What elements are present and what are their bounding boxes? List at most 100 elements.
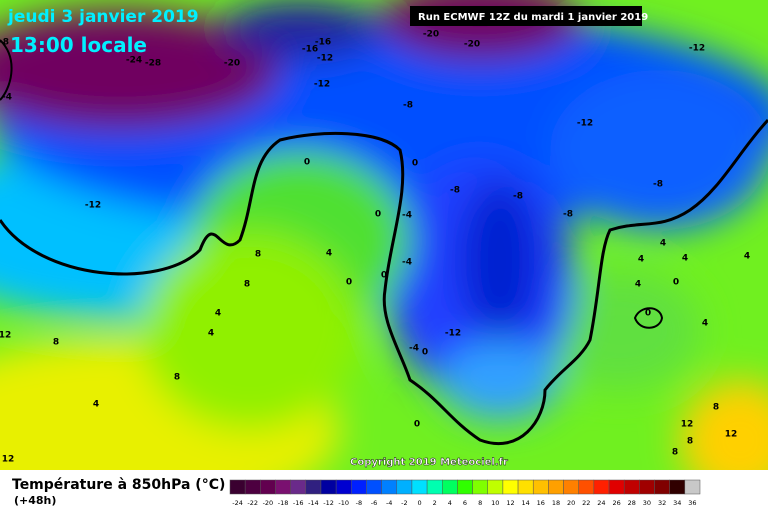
contour — [0, 39, 13, 101]
color-swatch — [290, 479, 307, 495]
contour-label: 0 — [381, 271, 387, 281]
scale-label: 24 — [597, 499, 605, 507]
color-swatch — [351, 479, 367, 495]
copyright: Copyright 2019 Meteociel.fr — [350, 457, 508, 468]
contour-label: 4 — [660, 239, 666, 249]
scale-label: 4 — [448, 499, 452, 507]
contour-label: 12 — [0, 331, 11, 341]
scale-label: 10 — [491, 499, 499, 507]
color-swatch — [244, 479, 261, 495]
contour-label: -12 — [689, 44, 705, 54]
color-swatch — [502, 479, 519, 495]
contour-label: 8 — [672, 448, 678, 458]
contour-label: -12 — [317, 54, 333, 64]
color-swatch — [335, 479, 352, 495]
contour-label: 4 — [208, 329, 214, 339]
contour-label: 8 — [174, 373, 180, 383]
color-swatch — [366, 479, 382, 495]
contour-label: 4 — [93, 400, 99, 410]
contour-label: -24 — [126, 56, 142, 66]
run-box — [410, 6, 642, 26]
scale-label: 12 — [506, 499, 514, 507]
color-swatch — [320, 479, 337, 495]
color-swatch — [654, 479, 670, 495]
scale-label: 30 — [643, 499, 651, 507]
legend-title: Température à 850hPa (°C) — [12, 477, 225, 493]
color-swatch — [548, 479, 564, 495]
scale-label: -24 — [232, 499, 243, 507]
color-swatch — [229, 479, 246, 495]
color-swatch — [532, 479, 549, 495]
color-swatch — [411, 479, 428, 495]
color-swatch — [472, 479, 488, 495]
scale-label: 22 — [582, 499, 590, 507]
color-swatch — [442, 479, 458, 495]
scale-label: 2 — [433, 499, 437, 507]
scale-label: 20 — [567, 499, 575, 507]
contour-label: 0 — [412, 159, 418, 169]
color-swatch — [517, 479, 534, 495]
color-swatch — [457, 479, 473, 495]
contour-label: 8 — [244, 280, 250, 290]
contour-label: -4 — [402, 258, 412, 268]
color-swatch — [381, 479, 398, 495]
contour-label: -12 — [85, 201, 101, 211]
contour — [633, 307, 664, 329]
color-swatch — [563, 479, 579, 495]
contour-label: 0 — [422, 348, 428, 358]
scale-label: -12 — [323, 499, 334, 507]
contour-label: -4 — [409, 344, 419, 354]
contour-label: 12 — [725, 430, 738, 440]
scale-label: -20 — [263, 499, 274, 507]
contour-label: 4 — [744, 252, 750, 262]
contour-label: -12 — [314, 80, 330, 90]
contour-label: -8 — [0, 38, 9, 48]
contour-label: -20 — [464, 40, 480, 50]
scale-label: -10 — [338, 499, 349, 507]
scale-label: -14 — [308, 499, 319, 507]
scale-label: 34 — [673, 499, 681, 507]
color-swatch — [623, 479, 640, 495]
contour-label: 0 — [375, 210, 381, 220]
scale-label: -22 — [247, 499, 258, 507]
contour-label: 4 — [326, 249, 332, 259]
scale-label: -16 — [293, 499, 304, 507]
contour-label: -20 — [224, 59, 240, 69]
color-swatch — [639, 479, 655, 495]
color-swatch — [608, 479, 625, 495]
scale-label: 6 — [463, 499, 467, 507]
contour-label: 4 — [635, 280, 641, 290]
contour-label: 4 — [638, 255, 644, 265]
scale-label: 14 — [522, 499, 530, 507]
color-swatch — [578, 479, 595, 495]
color-swatch — [275, 479, 291, 495]
contour-label: 8 — [255, 250, 261, 260]
contour-label: -16 — [315, 38, 331, 48]
contour-label: -8 — [403, 101, 413, 111]
color-swatch — [305, 479, 322, 495]
date-title: jeudi 3 janvier 2019 — [7, 7, 199, 27]
scale-label: -2 — [401, 499, 407, 507]
scale-label: 26 — [612, 499, 620, 507]
color-swatch — [487, 479, 504, 495]
contour-label: -12 — [577, 119, 593, 129]
contour-label: 4 — [682, 254, 688, 264]
contour-label: -8 — [653, 180, 663, 190]
run-info: Run ECMWF 12Z du mardi 1 janvier 2019 — [418, 12, 648, 23]
contour-label: 0 — [414, 420, 420, 430]
contour-label: -12 — [445, 329, 461, 339]
zero-isotherm — [0, 118, 768, 446]
contour-label: 0 — [304, 158, 310, 168]
contour-label: -20 — [423, 30, 439, 40]
contour-label: 0 — [673, 278, 679, 288]
contour-label: 8 — [713, 403, 719, 413]
color-swatch — [684, 479, 701, 495]
contour-label: 4 — [702, 319, 708, 329]
scale-label: 32 — [658, 499, 666, 507]
scale-label: 16 — [537, 499, 545, 507]
contour-label: -16 — [302, 45, 318, 55]
scale-label: 36 — [688, 499, 696, 507]
scale-label: -18 — [278, 499, 289, 507]
